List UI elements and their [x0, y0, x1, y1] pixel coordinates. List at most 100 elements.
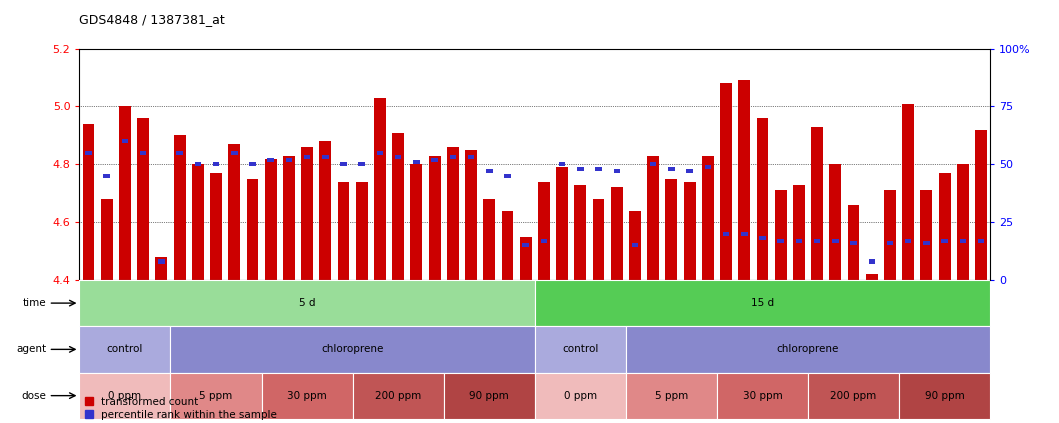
Bar: [192, 164, 203, 280]
Text: 200 ppm: 200 ppm: [375, 390, 421, 401]
Bar: [411, 164, 423, 280]
Text: 5 ppm: 5 ppm: [654, 390, 688, 401]
Bar: [377, 151, 383, 155]
Bar: [866, 274, 878, 280]
Bar: [665, 179, 678, 280]
Bar: [756, 118, 769, 280]
Bar: [156, 257, 167, 280]
Bar: [486, 169, 492, 173]
Text: control: control: [107, 344, 143, 354]
Bar: [847, 205, 860, 280]
Bar: [977, 239, 984, 243]
Bar: [684, 181, 696, 280]
Bar: [923, 241, 930, 245]
Bar: [140, 151, 146, 155]
Bar: [577, 167, 584, 171]
Bar: [795, 239, 802, 243]
Bar: [520, 236, 532, 280]
Bar: [262, 373, 353, 419]
Bar: [247, 179, 258, 280]
Bar: [450, 155, 456, 159]
Bar: [613, 169, 620, 173]
Text: control: control: [562, 344, 598, 354]
Text: time: time: [23, 298, 47, 308]
Bar: [720, 83, 732, 280]
Bar: [905, 239, 912, 243]
Bar: [170, 373, 262, 419]
Bar: [170, 326, 535, 373]
Text: 90 ppm: 90 ppm: [469, 390, 509, 401]
Bar: [504, 174, 510, 178]
Bar: [611, 187, 623, 280]
Bar: [593, 199, 605, 280]
Bar: [632, 243, 639, 247]
Text: dose: dose: [22, 390, 47, 401]
Bar: [775, 190, 787, 280]
Bar: [231, 151, 237, 155]
Bar: [626, 373, 717, 419]
Bar: [86, 151, 92, 155]
Bar: [899, 373, 990, 419]
Bar: [541, 239, 548, 243]
Bar: [353, 373, 444, 419]
Bar: [304, 155, 310, 159]
Bar: [759, 236, 766, 240]
Bar: [444, 373, 535, 419]
Bar: [902, 104, 914, 280]
Text: 30 ppm: 30 ppm: [742, 390, 783, 401]
Bar: [668, 167, 675, 171]
Bar: [158, 259, 164, 264]
Text: 200 ppm: 200 ppm: [830, 390, 877, 401]
Bar: [195, 162, 201, 166]
Bar: [338, 181, 349, 280]
Bar: [283, 156, 294, 280]
Bar: [101, 199, 112, 280]
Bar: [249, 162, 255, 166]
Bar: [83, 124, 94, 280]
Bar: [138, 118, 149, 280]
Bar: [374, 98, 385, 280]
Bar: [413, 160, 419, 164]
Bar: [559, 162, 566, 166]
Bar: [941, 239, 948, 243]
Text: 5 d: 5 d: [299, 298, 316, 308]
Bar: [868, 259, 875, 264]
Bar: [122, 139, 128, 143]
Bar: [483, 199, 496, 280]
Bar: [429, 156, 441, 280]
Text: 5 ppm: 5 ppm: [199, 390, 233, 401]
Text: 0 ppm: 0 ppm: [563, 390, 597, 401]
Bar: [574, 184, 587, 280]
Bar: [320, 141, 331, 280]
Bar: [850, 241, 857, 245]
Bar: [647, 156, 659, 280]
Bar: [808, 373, 899, 419]
Bar: [629, 211, 641, 280]
Bar: [119, 107, 131, 280]
Legend: transformed count, percentile rank within the sample: transformed count, percentile rank withi…: [85, 397, 277, 420]
Bar: [265, 159, 276, 280]
Bar: [717, 373, 808, 419]
Bar: [340, 162, 346, 166]
Bar: [177, 151, 183, 155]
Bar: [686, 169, 693, 173]
Bar: [213, 162, 219, 166]
Bar: [359, 162, 365, 166]
Text: 15 d: 15 d: [751, 298, 774, 308]
Bar: [468, 155, 474, 159]
Bar: [556, 167, 568, 280]
Bar: [502, 211, 514, 280]
Bar: [704, 165, 711, 169]
Bar: [268, 158, 274, 162]
Text: chloroprene: chloroprene: [777, 344, 839, 354]
Bar: [538, 181, 550, 280]
Bar: [723, 232, 730, 236]
Text: agent: agent: [17, 344, 47, 354]
Bar: [79, 373, 170, 419]
Bar: [535, 373, 626, 419]
Bar: [884, 190, 896, 280]
Bar: [229, 144, 240, 280]
Bar: [777, 239, 784, 243]
Bar: [959, 239, 966, 243]
Bar: [702, 156, 714, 280]
